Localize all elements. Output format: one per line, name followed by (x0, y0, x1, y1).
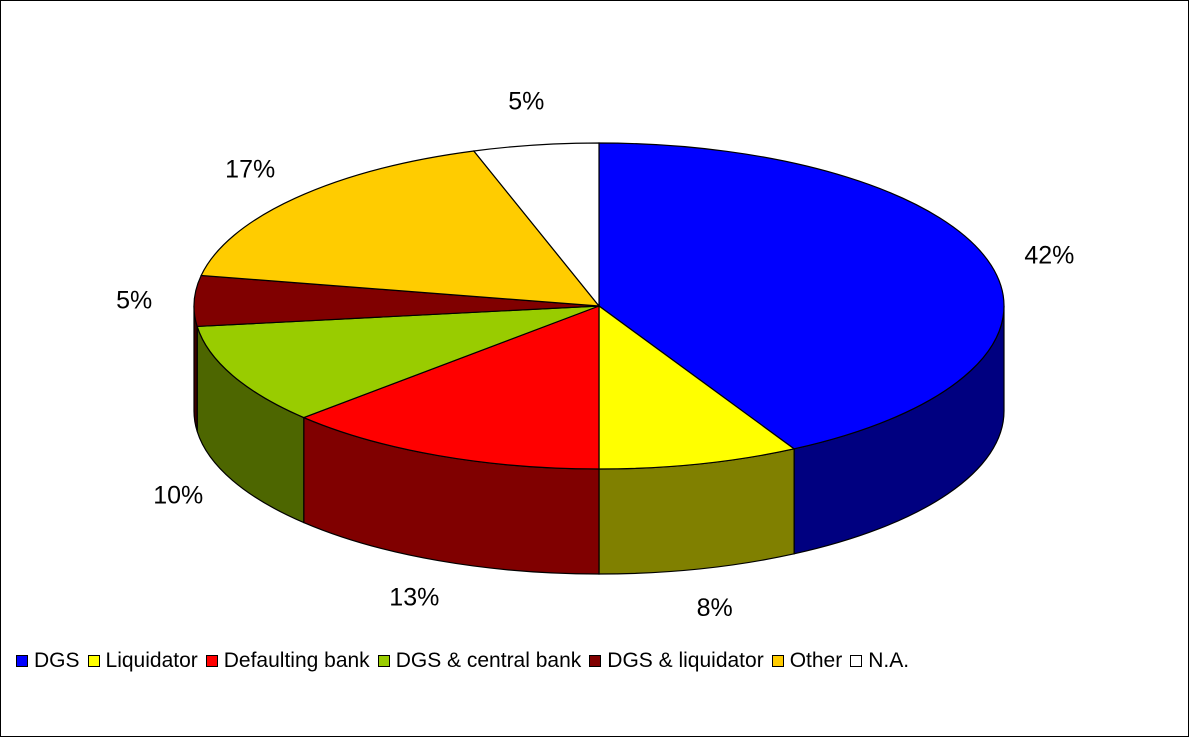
legend-label-dgs: DGS (34, 649, 80, 672)
legend-swatch-liquidator (87, 655, 100, 667)
data-label-other: 17% (225, 155, 275, 183)
legend-label-liquidator: Liquidator (105, 649, 198, 672)
legend: DGS Liquidator Defaulting bank DGS & cen… (16, 649, 917, 673)
data-label-liquidator: 8% (697, 594, 733, 622)
pie-slice-n-a (472, 142, 600, 308)
legend-item-dgs-central-bank: DGS & central bank (377, 649, 582, 673)
pie-slice-other (200, 150, 601, 307)
pie-slice-dgs-central-bank (196, 305, 600, 419)
legend-label-dgs-central-bank: DGS & central bank (395, 649, 582, 672)
data-label-n-a: 5% (508, 88, 544, 116)
legend-label-other: Other (789, 649, 843, 672)
legend-swatch-dgs (16, 655, 28, 667)
legend-label-dgs-liquidator: DGS & liquidator (607, 649, 764, 672)
legend-swatch-defaulting-bank (205, 655, 218, 667)
legend-item-na: N.A. (850, 649, 909, 673)
legend-item-defaulting-bank: Defaulting bank (205, 649, 370, 673)
legend-item-other: Other (771, 649, 843, 673)
data-label-dgs: 42% (1024, 241, 1074, 269)
legend-item-dgs: DGS (16, 649, 80, 673)
pie-slice-defaulting-bank (302, 305, 600, 470)
pie-slice-liquidator (598, 304, 796, 470)
legend-label-defaulting-bank: Defaulting bank (223, 649, 370, 672)
legend-item-dgs-liquidator: DGS & liquidator (589, 649, 764, 673)
legend-swatch-dgs-liquidator (589, 655, 602, 667)
legend-swatch-other (771, 655, 784, 667)
data-label-dgs-liquidator: 5% (116, 286, 152, 314)
legend-item-liquidator: Liquidator (87, 649, 198, 673)
legend-label-na: N.A. (868, 649, 910, 672)
pie-slice-dgs (598, 142, 1005, 450)
data-label-defaulting-bank: 13% (389, 584, 439, 612)
legend-swatch-na (850, 655, 863, 667)
data-label-dgs-central-bank: 10% (153, 481, 203, 509)
legend-swatch-dgs-central-bank (377, 655, 390, 667)
